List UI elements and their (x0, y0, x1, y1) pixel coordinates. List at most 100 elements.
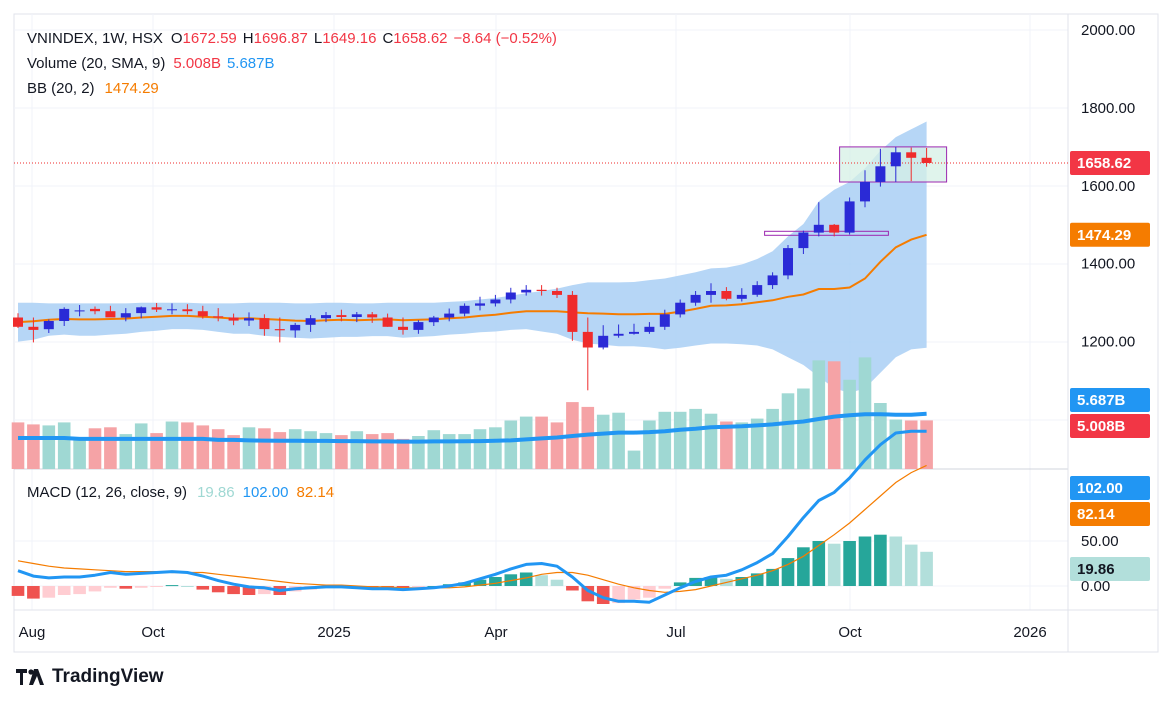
macd-hist-bar-8 (134, 586, 148, 588)
macd-hist-bar-13 (211, 586, 225, 593)
volume-bars (11, 357, 933, 469)
candle-body-5 (90, 308, 100, 312)
volume-bar-4 (73, 438, 86, 469)
macd-hist-bar-43 (673, 582, 687, 586)
bb-fill (18, 121, 927, 393)
volume-bar-50 (781, 393, 795, 469)
candle-body-39 (613, 333, 624, 336)
axes: 2000.00 1800.00 1600.00 1400.00 1200.00 50.00… (19, 22, 1136, 641)
candle-body-10 (167, 309, 177, 311)
volume-bar-16 (258, 428, 271, 469)
macd-hist-bar-5 (88, 586, 102, 592)
macd-hist-bar-35 (550, 579, 564, 586)
price-tick-0: 2000.00 (1081, 22, 1135, 39)
volume-bar-25 (396, 438, 410, 469)
candles[interactable] (13, 146, 932, 391)
candle-body-37 (582, 331, 593, 348)
volume-bar-54 (843, 379, 856, 469)
volume-bar-20 (319, 433, 333, 469)
macd-hist-bar-3 (57, 586, 71, 595)
legend-volume-sma: 5.687B (226, 55, 275, 72)
legend-macd-signal: 82.14 (296, 484, 335, 501)
candle-body-12 (197, 311, 208, 317)
macd-hist-bar-49 (766, 568, 779, 586)
badge-last-price-text: 1658.62 (1077, 155, 1131, 172)
candle-body-23 (367, 314, 378, 318)
macd-hist-bar-33 (519, 572, 533, 586)
candle-body-52 (813, 224, 824, 233)
volume-bar-8 (134, 423, 148, 469)
volume-bar-10 (165, 421, 179, 469)
volume-bar-59 (920, 420, 933, 469)
macd-hist-bar-54 (843, 541, 856, 586)
badge-vol-sma-text: 5.687B (1077, 392, 1126, 409)
macd-hist-bar-34 (535, 575, 548, 586)
price-tick-3: 1400.00 (1081, 256, 1135, 273)
volume-bar-39 (612, 412, 625, 469)
time-label-1: Oct (141, 624, 165, 641)
volume-bar-15 (242, 427, 256, 469)
volume-bar-48 (750, 418, 764, 469)
macd-hist-bar-6 (104, 586, 117, 588)
badge-last-price-bg (1070, 151, 1150, 175)
macd-hist-bar-16 (258, 586, 271, 595)
candle-body-54 (844, 201, 855, 233)
candle-body-18 (290, 324, 301, 331)
badge-bb-basis-bg (1070, 222, 1150, 247)
candle-body-27 (428, 317, 439, 323)
macd-hist-bar-30 (473, 579, 487, 586)
legend-bb-value: 1474.29 (104, 80, 159, 97)
tradingview-logo[interactable]: TradingView (16, 666, 164, 688)
volume-bar-11 (181, 422, 194, 469)
price-tick-2: 1600.00 (1081, 178, 1135, 195)
candle-body-28 (444, 313, 455, 318)
legend-bb[interactable]: BB (20, 2) 1474.29 (27, 80, 163, 97)
legend-open-label: O (170, 30, 183, 47)
candle-body-0 (13, 317, 23, 327)
volume-bar-30 (473, 429, 487, 469)
volume-bar-43 (673, 411, 687, 469)
volume-bar-17 (273, 432, 287, 469)
candle-body-38 (598, 335, 609, 348)
macd-hist-bar-51 (797, 547, 810, 586)
candle-body-17 (274, 329, 285, 331)
macd-hist-bar-11 (181, 586, 194, 587)
volume-bar-44 (689, 408, 702, 469)
macd-hist-bar-58 (904, 544, 918, 586)
candle-body-48 (752, 285, 763, 295)
brand-name: TradingView (52, 666, 164, 687)
candle-body-59 (921, 157, 932, 163)
badge-vol-sma-bg (1070, 388, 1150, 412)
legend-symbol: VNINDEX, 1W, HSX (27, 30, 163, 47)
volume-bar-26 (412, 436, 425, 469)
candle-body-43 (675, 302, 686, 315)
candle-body-13 (213, 316, 224, 318)
legend-close-label: C (382, 30, 394, 47)
volume-bar-1 (27, 424, 40, 469)
badge-vol-last-bg (1070, 414, 1150, 438)
volume-bar-21 (335, 435, 348, 469)
macd-hist-bar-15 (242, 586, 256, 595)
badge-vol-last-text: 5.008B (1077, 418, 1126, 435)
candle-body-4 (74, 310, 85, 312)
legend-volume-value: 5.008B (173, 55, 221, 72)
legend-volume[interactable]: Volume (20, SMA, 9) 5.008B 5.687B (27, 55, 279, 72)
bb-basis-line (17, 233, 927, 324)
macd-hist-bar-52 (812, 541, 826, 586)
macd-tick-1: 0.00 (1081, 578, 1110, 595)
candle-body-47 (736, 294, 747, 299)
legend-volume-title: Volume (20, SMA, 9) (27, 55, 166, 72)
candle-body-26 (413, 322, 424, 330)
volume-bar-24 (381, 433, 394, 469)
volume-bar-0 (11, 422, 25, 469)
volume-bar-6 (104, 427, 117, 469)
volume-bar-27 (427, 430, 441, 469)
legend-main[interactable]: VNINDEX, 1W, HSX O1672.59 H1696.87 L1649.16… (27, 30, 561, 47)
legend-macd[interactable]: MACD (12, 26, close, 9) 19.86 102.00 82.14 (27, 484, 338, 501)
volume-bar-32 (504, 420, 518, 469)
candle-body-25 (398, 326, 408, 330)
candle-body-30 (475, 303, 485, 306)
candle-body-31 (490, 299, 501, 304)
candle-body-41 (644, 326, 655, 332)
